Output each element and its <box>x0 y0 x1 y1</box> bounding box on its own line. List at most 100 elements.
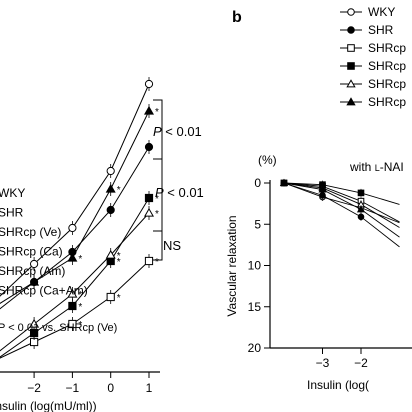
left-point <box>106 292 115 302</box>
left-series-2 <box>0 254 154 359</box>
legend-label-0: WKY <box>0 186 25 200</box>
asterisk: * <box>117 293 121 304</box>
left-series-0 <box>0 77 154 297</box>
right-point <box>279 178 289 186</box>
right-y-tick-label: 10 <box>248 259 262 273</box>
legend-label-3: SHRcp (Ca) <box>0 245 63 259</box>
legend-label-2: SHRcp (Ve) <box>0 225 61 239</box>
right-point <box>356 205 366 213</box>
left-point <box>68 223 77 233</box>
left-point <box>29 276 40 286</box>
left-point <box>29 259 39 269</box>
left-point <box>143 105 155 115</box>
asterisk: * <box>78 290 82 301</box>
left-point <box>67 252 78 262</box>
right-legend-label-0: WKY <box>368 5 395 19</box>
right-y-tick-label: 5 <box>254 217 261 231</box>
left-legend: WKY SHR SHRcp (Ve) SHRcp (Ca) SHRcp (Am) SHRc… <box>0 186 88 298</box>
left-series-line <box>0 212 150 352</box>
right-x-tick-label: −3 <box>316 356 330 370</box>
left-x-ticks: −2 −1 0 1 <box>27 372 153 395</box>
annotation-p1: P < 0.01 <box>153 124 202 139</box>
left-series-layer <box>0 77 155 359</box>
right-legend-label-5: SHRcp <box>368 95 406 109</box>
legend-marker <box>346 97 356 106</box>
right-series-3 <box>280 179 400 205</box>
condition-label: with L-NAI <box>349 160 404 174</box>
left-point <box>105 249 116 259</box>
left-point <box>68 319 77 329</box>
legend-marker <box>347 62 355 70</box>
legend-marker <box>347 8 355 16</box>
footnote: P < 0.01 vs. SHRcp (Ve) <box>0 322 117 334</box>
left-point <box>105 183 116 193</box>
left-x-tick-label: −1 <box>66 381 80 395</box>
left-x-tick-label: 0 <box>107 381 114 395</box>
right-y-tick-label: 20 <box>248 341 262 355</box>
left-point <box>106 166 115 176</box>
left-x-label: Insulin (log(mU/ml)) <box>0 399 97 412</box>
left-point <box>68 301 77 311</box>
asterisk: * <box>78 320 82 331</box>
asterisk: * <box>117 185 121 196</box>
asterisk: * <box>155 257 159 268</box>
left-series-line <box>0 110 150 304</box>
right-legend-label-4: SHRcp <box>368 77 406 91</box>
left-panel: −2 −1 0 1 ************ P < 0.01 P < 0.01 NS… <box>0 77 204 412</box>
asterisk: * <box>78 254 82 265</box>
right-series-5 <box>279 178 400 238</box>
right-series-line <box>283 182 400 224</box>
panel-label-b: b <box>232 9 242 26</box>
annotation-ns: NS <box>163 238 181 253</box>
left-point <box>144 193 154 203</box>
right-point <box>357 189 365 197</box>
asterisk: * <box>78 302 82 313</box>
right-x-tick-label: −2 <box>354 356 368 370</box>
left-series-4 <box>0 206 155 352</box>
right-point <box>357 213 365 221</box>
left-asterisks: ************ <box>78 107 159 331</box>
left-x-tick-label: 1 <box>146 381 153 395</box>
right-series-line <box>283 182 400 223</box>
right-y-label: Vascular relaxation <box>225 215 239 316</box>
left-x-tick-label: −2 <box>27 381 41 395</box>
right-legend: WKY SHR SHRcp SHRcp SHRcp SHRcp <box>340 5 406 109</box>
right-legend-label-3: SHRcp <box>368 59 406 73</box>
left-point <box>144 142 154 152</box>
asterisk: * <box>117 251 121 262</box>
legend-label-1: SHR <box>0 206 24 220</box>
right-y-tick-label: 15 <box>248 300 262 314</box>
legend-label-4: SHRcp (Am) <box>0 264 65 278</box>
y-unit: (%) <box>258 153 277 167</box>
right-series-line <box>283 182 400 238</box>
right-series-layer <box>279 178 400 248</box>
legend-marker <box>346 79 356 88</box>
bracket-3 <box>153 230 163 261</box>
right-legend-label-1: SHR <box>368 23 394 37</box>
right-series-line <box>283 182 400 248</box>
left-point <box>143 207 155 217</box>
asterisk: * <box>117 257 121 268</box>
legend-marker <box>347 44 355 52</box>
asterisk: * <box>155 107 159 118</box>
right-y-tick-label: 0 <box>254 176 261 190</box>
legend-marker <box>347 26 355 34</box>
right-series-line <box>283 182 400 205</box>
legend-label-5: SHRcp (Ca+Am) <box>0 284 88 298</box>
left-point <box>144 79 154 89</box>
right-point <box>318 185 327 193</box>
right-x-label: Insulin (log( <box>307 378 369 392</box>
left-point <box>144 256 154 266</box>
right-x-ticks: −3 −2 <box>316 348 368 370</box>
left-point <box>29 318 40 328</box>
asterisk: * <box>155 194 159 205</box>
left-point <box>67 288 78 298</box>
right-series-line <box>283 182 400 228</box>
right-series-1 <box>280 179 400 248</box>
asterisk: * <box>155 209 159 220</box>
annotation-p2: P < 0.01 <box>155 185 204 200</box>
left-point <box>106 205 115 215</box>
right-series-4 <box>279 178 400 228</box>
